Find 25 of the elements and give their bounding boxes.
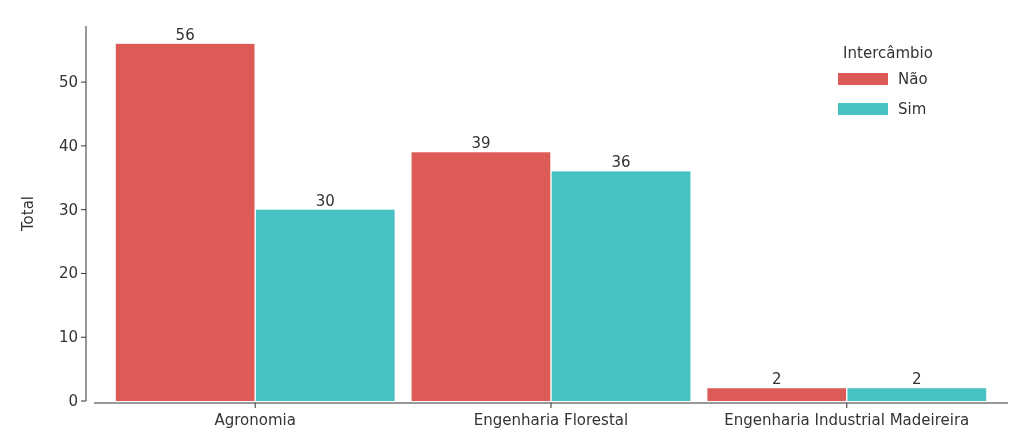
y-tick-label: 40 <box>58 136 78 155</box>
x-tick-label: Engenharia Industrial Madeireira <box>724 411 970 429</box>
legend-label: Sim <box>898 100 927 118</box>
data-label: 2 <box>771 370 782 389</box>
bar <box>847 388 987 401</box>
bar <box>707 388 847 401</box>
legend-title: Intercâmbio <box>843 44 933 62</box>
data-label: 56 <box>175 25 195 44</box>
x-tick-label: Agronomia <box>214 411 296 429</box>
bar <box>551 171 691 401</box>
bar <box>255 209 395 401</box>
data-label: 36 <box>611 153 631 172</box>
data-label: 30 <box>315 191 335 210</box>
bar <box>411 152 551 401</box>
legend-label: Não <box>898 70 928 88</box>
data-label: 39 <box>471 134 491 153</box>
y-tick-label: 30 <box>58 200 78 219</box>
y-tick-label: 10 <box>58 328 78 347</box>
y-tick-label: 50 <box>58 73 78 92</box>
y-tick-label: 20 <box>58 264 78 283</box>
bar <box>115 43 255 401</box>
y-tick-label: 0 <box>68 392 78 410</box>
x-tick-label: Engenharia Florestal <box>473 411 629 429</box>
data-label: 2 <box>912 370 922 389</box>
y-axis-title: Total <box>19 195 37 233</box>
